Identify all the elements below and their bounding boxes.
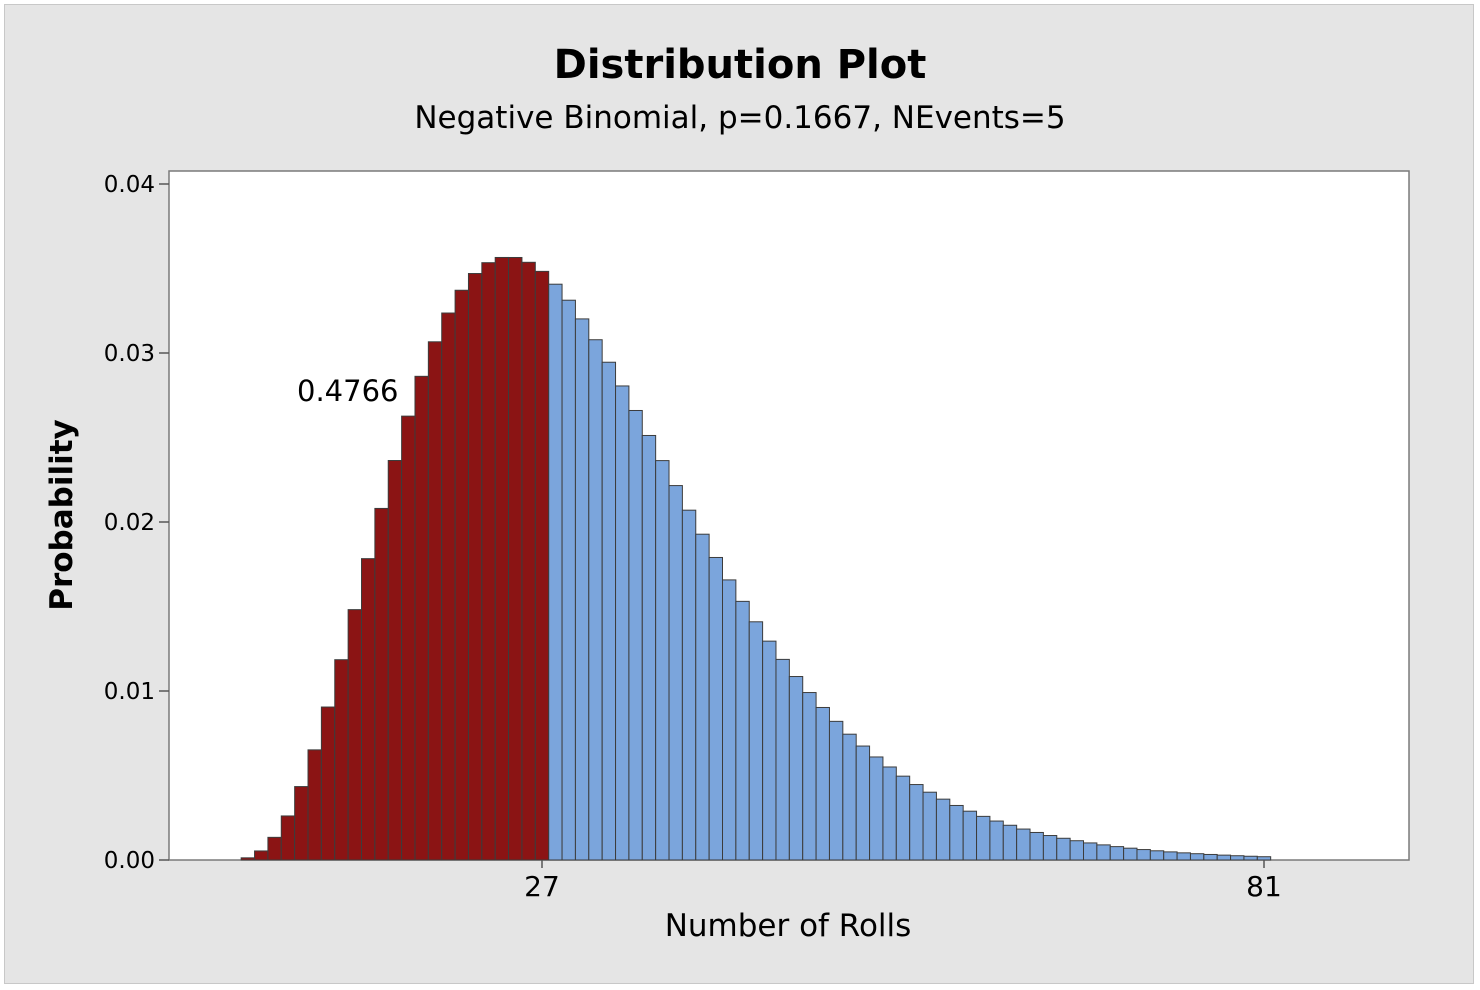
bar-56: [922, 791, 937, 861]
bar-79: [1230, 855, 1245, 861]
y-tick-label: 0.03: [104, 341, 155, 367]
bar-7: [267, 836, 282, 861]
bar-57: [935, 798, 951, 861]
bar-69: [1096, 844, 1111, 861]
bar-64: [1029, 831, 1044, 861]
bar-31: [588, 339, 603, 861]
bar-76: [1189, 853, 1205, 861]
bar-30: [574, 318, 590, 861]
bar-27: [534, 270, 550, 861]
bar-20: [441, 312, 456, 861]
bar-33: [615, 385, 630, 861]
bar-77: [1203, 853, 1218, 861]
bar-11: [320, 706, 336, 861]
bar-72: [1136, 849, 1151, 861]
bar-59: [962, 810, 978, 861]
bar-73: [1149, 850, 1165, 861]
bars-group: [240, 256, 1272, 861]
bar-29: [561, 299, 576, 861]
bar-68: [1083, 842, 1098, 861]
shaded-probability-label: 0.4766: [297, 374, 398, 408]
bar-37: [668, 485, 683, 861]
bar-28: [548, 283, 563, 861]
bar-58: [949, 804, 964, 861]
x-axis: 27 81: [524, 860, 1282, 903]
bar-43: [748, 621, 764, 861]
bar-61: [989, 820, 1004, 861]
bar-12: [334, 659, 349, 861]
bar-35: [641, 434, 657, 861]
bar-39: [695, 533, 710, 861]
bar-24: [494, 256, 510, 861]
bar-8: [280, 815, 296, 861]
bar-67: [1069, 840, 1085, 861]
y-tick-label: 0.02: [104, 510, 155, 536]
x-tick-label: 81: [1246, 870, 1282, 903]
bar-5: [240, 857, 256, 861]
bar-78: [1216, 854, 1232, 861]
bar-19: [427, 341, 443, 861]
bar-41: [722, 579, 737, 861]
x-axis-title: Number of Rolls: [665, 908, 912, 944]
bar-66: [1056, 837, 1071, 861]
bar-44: [762, 640, 777, 861]
y-tick-label: 0.00: [104, 848, 155, 874]
bar-49: [828, 720, 844, 861]
bar-50: [842, 733, 857, 861]
bar-75: [1176, 852, 1191, 861]
x-tick-label: 27: [524, 870, 560, 903]
bar-32: [601, 361, 617, 861]
bar-23: [481, 262, 496, 861]
bar-18: [414, 375, 429, 861]
bar-62: [1002, 824, 1018, 861]
bar-71: [1123, 847, 1138, 861]
bar-40: [708, 556, 724, 861]
bar-74: [1163, 851, 1178, 861]
bar-42: [735, 600, 750, 861]
bar-34: [628, 409, 643, 861]
bar-10: [307, 749, 322, 861]
y-tick-label: 0.01: [104, 679, 155, 705]
y-axis-title: Probability: [44, 419, 80, 611]
y-tick-label: 0.04: [104, 172, 155, 198]
chart-subtitle: Negative Binomial, p=0.1667, NEvents=5: [414, 100, 1066, 136]
bar-60: [976, 815, 991, 861]
bar-25: [508, 256, 523, 861]
bar-17: [401, 415, 416, 861]
bar-38: [681, 509, 697, 861]
bar-80: [1243, 855, 1258, 861]
bar-9: [294, 786, 309, 861]
bar-53: [882, 766, 897, 861]
bar-16: [387, 460, 403, 861]
bar-81: [1256, 856, 1272, 861]
bar-45: [775, 658, 790, 861]
bar-14: [361, 558, 376, 861]
bar-48: [815, 706, 830, 861]
bar-63: [1016, 828, 1031, 861]
bar-54: [895, 775, 911, 861]
bar-51: [855, 745, 871, 861]
bar-15: [374, 507, 389, 861]
bar-36: [655, 460, 670, 861]
y-axis: 0.00 0.01 0.02 0.03 0.04: [104, 172, 169, 874]
bar-47: [802, 692, 817, 861]
bar-46: [788, 676, 804, 861]
bar-70: [1109, 846, 1125, 861]
bar-21: [454, 289, 469, 861]
bar-13: [347, 609, 363, 861]
bar-65: [1042, 835, 1058, 861]
bar-52: [869, 756, 884, 861]
bar-6: [254, 850, 269, 861]
chart-title: Distribution Plot: [553, 42, 927, 88]
bar-55: [909, 784, 924, 861]
bar-26: [521, 261, 536, 861]
bar-22: [467, 273, 483, 861]
